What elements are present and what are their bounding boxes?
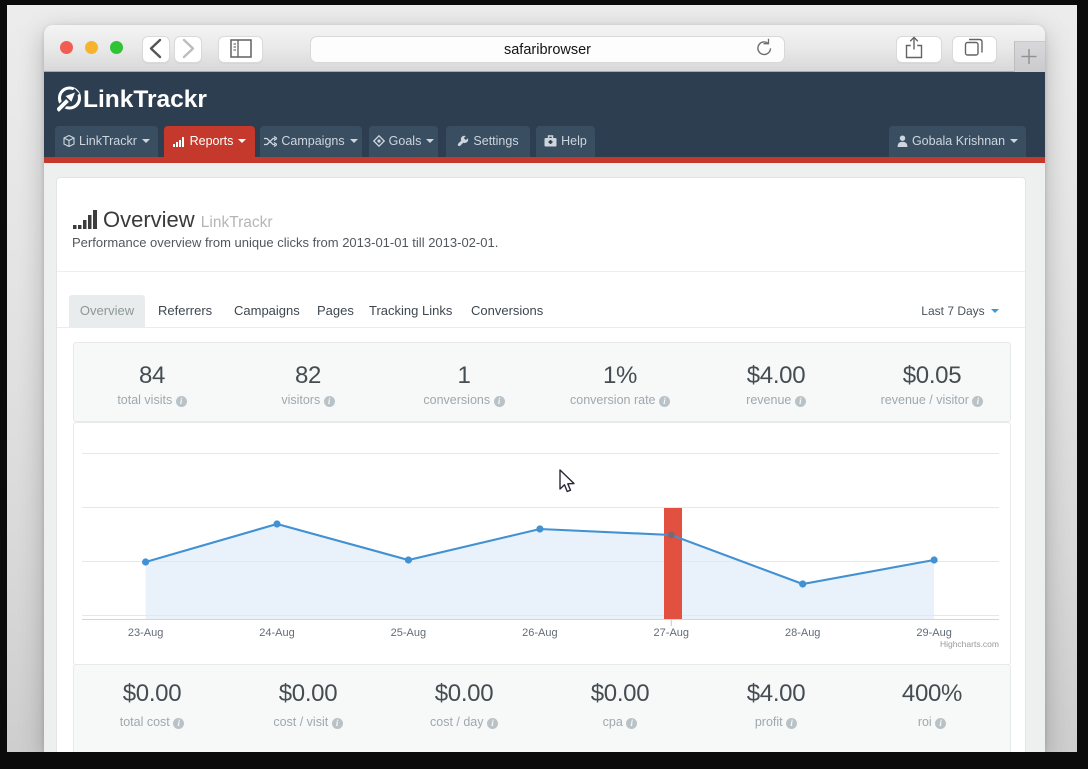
svg-text:LinkTrackr: LinkTrackr: [83, 86, 207, 113]
svg-text:26-Aug: 26-Aug: [522, 627, 557, 639]
svg-text:25-Aug: 25-Aug: [391, 627, 426, 639]
svg-text:24-Aug: 24-Aug: [259, 627, 294, 639]
svg-text:23-Aug: 23-Aug: [128, 627, 163, 639]
svg-text:28-Aug: 28-Aug: [785, 627, 820, 639]
svg-text:Highcharts.com: Highcharts.com: [940, 639, 999, 649]
svg-text:27-Aug: 27-Aug: [654, 627, 689, 639]
svg-text:29-Aug: 29-Aug: [916, 627, 951, 639]
